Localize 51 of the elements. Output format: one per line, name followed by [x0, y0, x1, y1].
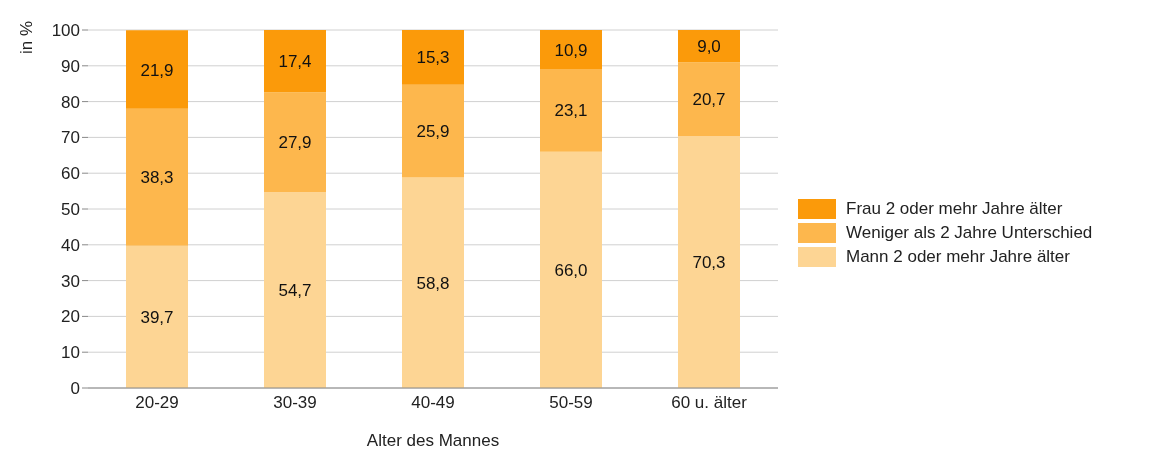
- y-tick-label: 100: [51, 21, 80, 41]
- x-tick-label: 60 u. älter: [671, 393, 748, 413]
- data-label: 17,4: [278, 52, 312, 72]
- data-label: 21,9: [140, 60, 174, 80]
- x-tick-label: 50-59: [549, 393, 593, 413]
- data-label: 10,9: [554, 40, 588, 60]
- y-tick-label: 30: [61, 271, 80, 291]
- bar: [678, 30, 740, 63]
- bar: [540, 30, 602, 70]
- bar: [402, 84, 464, 178]
- legend-label: Frau 2 oder mehr Jahre älter: [846, 199, 1063, 219]
- data-label: 58,8: [416, 273, 450, 293]
- y-tick-label: 50: [61, 200, 80, 220]
- x-tick-label: 40-49: [411, 393, 455, 413]
- bar: [126, 245, 188, 388]
- bar: [264, 192, 326, 388]
- y-tick-label: 70: [61, 128, 80, 148]
- data-label: 9,0: [697, 37, 721, 57]
- y-tick-label: 60: [61, 164, 80, 184]
- bar: [678, 62, 740, 137]
- y-tick-label: 80: [61, 92, 80, 112]
- data-label: 39,7: [140, 307, 174, 327]
- y-tick-label: 10: [61, 343, 80, 363]
- y-tick-label: 20: [61, 307, 80, 327]
- bar: [678, 136, 740, 388]
- bar: [402, 30, 464, 85]
- x-axis-title: Alter des Mannes: [366, 431, 500, 450]
- data-label: 66,0: [554, 260, 588, 280]
- bar: [402, 177, 464, 388]
- x-tick-label: 20-29: [135, 393, 179, 413]
- bar: [540, 69, 602, 152]
- data-label: 70,3: [692, 253, 726, 273]
- data-label: 23,1: [554, 101, 588, 121]
- data-label: 15,3: [416, 48, 450, 68]
- bar: [126, 30, 188, 109]
- y-tick-label: 0: [70, 379, 80, 399]
- bar: [264, 30, 326, 93]
- bar: [126, 108, 188, 246]
- data-label: 25,9: [416, 122, 450, 142]
- bar: [264, 92, 326, 193]
- data-label: 38,3: [140, 168, 174, 188]
- y-tick-label: 40: [61, 235, 80, 255]
- x-tick-label: 30-39: [273, 393, 317, 413]
- data-label: 54,7: [278, 281, 312, 301]
- data-label: 20,7: [692, 90, 726, 110]
- bar: [540, 151, 602, 388]
- y-axis-title: in %: [17, 20, 37, 54]
- legend-label: Weniger als 2 Jahre Unterschied: [846, 223, 1093, 243]
- y-tick-label: 90: [61, 56, 80, 76]
- legend-label: Mann 2 oder mehr Jahre älter: [846, 247, 1070, 267]
- data-label: 27,9: [278, 133, 312, 153]
